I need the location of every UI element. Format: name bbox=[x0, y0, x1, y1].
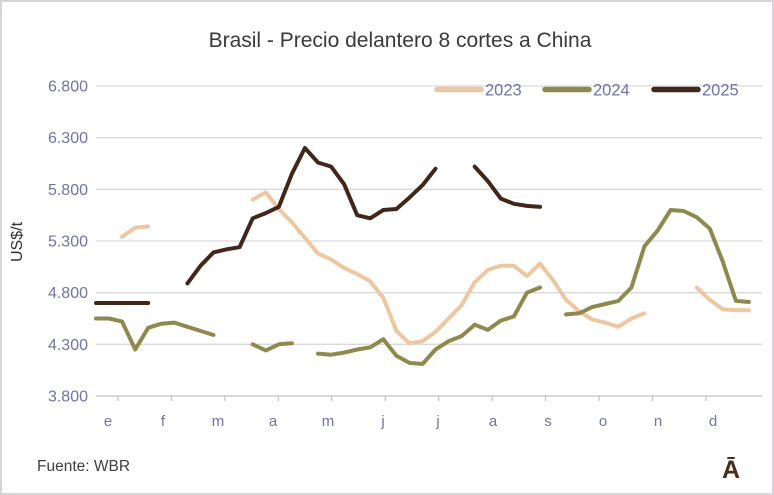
y-tick-label: 6.300 bbox=[48, 130, 88, 147]
y-axis-title: US$/t bbox=[9, 221, 26, 262]
x-tick-label-month: m bbox=[322, 413, 335, 430]
series-line-2023 bbox=[120, 190, 751, 346]
y-tick-label: 4.800 bbox=[48, 285, 88, 302]
y-tick-label: 6.800 bbox=[48, 79, 88, 96]
legend-item-2023[interactable]: 2023 bbox=[434, 82, 522, 100]
series-line-2024 bbox=[94, 208, 751, 366]
gridlines bbox=[96, 85, 762, 397]
legend-label-2023: 2023 bbox=[485, 82, 522, 100]
source-note: Fuente: WBR bbox=[37, 458, 130, 475]
y-tick-label: 3.800 bbox=[48, 389, 88, 406]
series-line-2025 bbox=[94, 146, 542, 305]
x-tick-label-month: j bbox=[380, 413, 384, 430]
y-tick-label: 5.800 bbox=[48, 182, 88, 199]
series-lines bbox=[94, 146, 751, 366]
x-tick-label-month: d bbox=[709, 413, 717, 430]
y-tick-label: 5.300 bbox=[48, 234, 88, 251]
x-tick-label-month: a bbox=[489, 413, 498, 430]
x-tick-label-month: e bbox=[104, 413, 112, 430]
legend-label-2025: 2025 bbox=[702, 82, 739, 100]
y-axis-tick-labels: 3.800 4.300 4.800 5.300 5.800 6.300 6.800 bbox=[48, 79, 88, 406]
x-tick-label-month: o bbox=[599, 413, 607, 430]
x-tick-label-month: m bbox=[212, 413, 225, 430]
x-tick-label-month: n bbox=[654, 413, 662, 430]
brand-logo: Ā bbox=[722, 456, 740, 484]
x-tick-label-month: s bbox=[544, 413, 552, 430]
chart-title: Brasil - Precio delantero 8 cortes a Chi… bbox=[209, 29, 592, 52]
y-tick-label: 4.300 bbox=[48, 337, 88, 354]
legend-label-2024: 2024 bbox=[593, 82, 630, 100]
legend-item-2025[interactable]: 2025 bbox=[651, 82, 739, 100]
x-tick-label-month: f bbox=[161, 413, 166, 430]
legend-item-2024[interactable]: 2024 bbox=[542, 82, 630, 100]
x-tick-label-month: a bbox=[269, 413, 278, 430]
x-tick-label-month: j bbox=[435, 413, 439, 430]
legend: 2023 2024 2025 bbox=[434, 82, 739, 100]
